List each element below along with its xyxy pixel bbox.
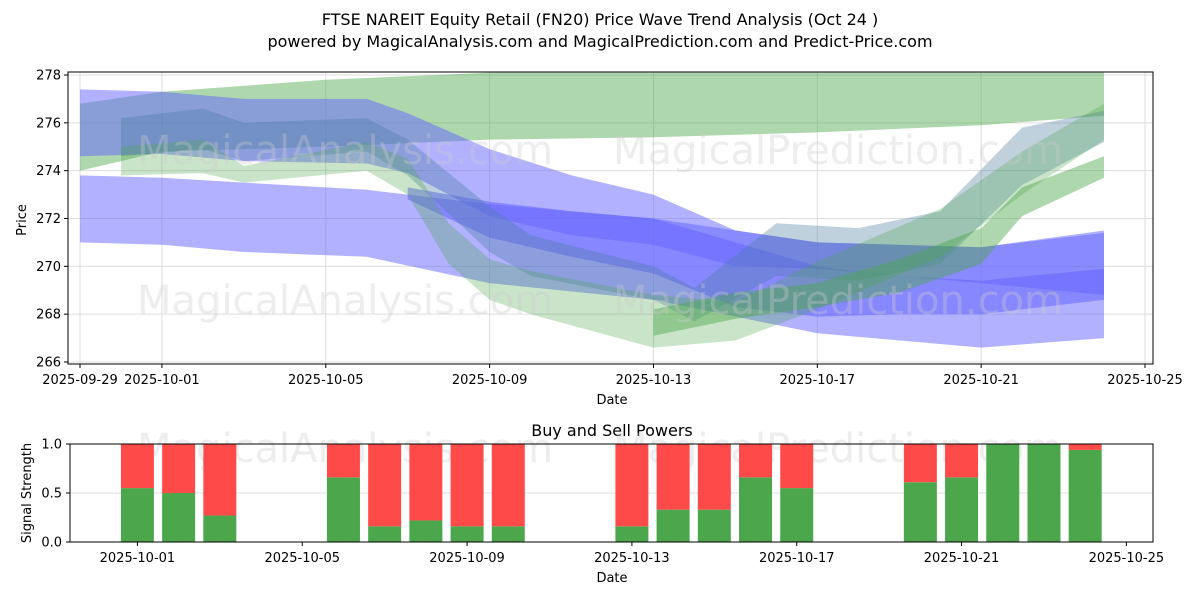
buy-bar [162,493,196,542]
main-x-tick-label: 2025-09-29 [42,373,118,388]
buy-bar [739,477,773,542]
bar-x-tick-label: 2025-10-17 [759,551,835,566]
chart-title: FTSE NAREIT Equity Retail (FN20) Price W… [321,10,879,29]
main-y-tick-label: 276 [36,116,61,131]
sell-bar [368,444,402,527]
bar-x-tick-label: 2025-10-05 [264,551,340,566]
sell-bar [326,444,360,478]
main-x-tick-label: 2025-10-13 [616,373,692,388]
buy-bar [409,520,443,542]
bar-x-tick-label: 2025-10-09 [429,551,505,566]
bar-y-tick-label: 0.5 [41,487,62,502]
sell-bar [162,444,196,493]
sell-bar [491,444,525,527]
buy-bar [945,477,979,542]
main-x-tick-label: 2025-10-05 [288,373,364,388]
main-bands [80,72,1104,348]
main-x-axis-label: Date [596,393,627,408]
bar-bars [120,444,1102,542]
sell-bar [409,444,443,521]
buy-bar [491,526,525,542]
sell-bar [903,444,937,483]
band-wave-1 [121,108,1104,322]
bar-y-ticks: 0.0 0.5 1.0 [41,438,70,551]
main-y-tick-label: 268 [36,308,61,323]
bar-y-tick-label: 0.0 [41,536,62,551]
buy-bar [1027,444,1061,542]
buy-bar [615,526,649,542]
bar-x-tick-label: 2025-10-13 [594,551,670,566]
bar-x-axis-label: Date [596,571,627,586]
main-watermarks: MagicalAnalysis.com MagicalPrediction.com… [137,128,1063,324]
watermark-text: MagicalPrediction.com [613,128,1063,174]
main-x-tick-label: 2025-10-01 [124,373,200,388]
main-y-ticks: 266 268 270 272 274 276 278 [36,69,68,371]
buy-bar [120,488,154,542]
buy-bar [903,482,937,542]
bar-y-axis-label: Signal Strength [20,443,35,543]
bar-x-tick-label: 2025-10-21 [924,551,1000,566]
buy-bar [203,515,237,542]
sell-bar [945,444,979,478]
sell-bar [120,444,154,489]
main-y-tick-label: 272 [36,212,61,227]
sell-bar [450,444,484,527]
band-blue-mid-band [407,187,1104,317]
buy-bar [368,526,402,542]
sell-bar [656,444,690,510]
buy-bar [326,477,360,542]
bar-y-tick-label: 1.0 [41,438,62,453]
main-x-tick-label: 2025-10-25 [1107,373,1183,388]
sell-bar [697,444,731,510]
main-y-axis-label: Price [15,204,30,236]
watermark-text: MagicalPrediction.com [613,278,1063,324]
watermark-text: MagicalAnalysis.com [137,278,553,324]
watermark-text: MagicalAnalysis.com [137,128,553,174]
sell-bar [615,444,649,527]
main-x-tick-label: 2025-10-21 [943,373,1019,388]
band-wave-2 [121,103,1104,348]
main-y-tick-label: 270 [36,260,61,275]
main-y-tick-label: 278 [36,69,61,84]
sell-bar [780,444,814,489]
buy-bar [450,526,484,542]
main-y-tick-label: 274 [36,164,61,179]
main-x-tick-label: 2025-10-09 [452,373,528,388]
main-x-tick-label: 2025-10-17 [780,373,856,388]
sell-bar [739,444,773,478]
main-y-tick-label: 266 [36,356,61,371]
band-wave-3 [653,156,1104,336]
main-x-ticks: 2025-09-29 2025-10-01 2025-10-05 2025-10-09… [42,364,1183,388]
chart-subtitle: powered by MagicalAnalysis.com and Magic… [267,32,933,51]
buy-bar [656,509,690,542]
buy-bar [780,488,814,542]
bar-x-tick-label: 2025-10-25 [1089,551,1165,566]
bar-x-ticks: 2025-10-01 2025-10-05 2025-10-09 2025-10-13… [100,542,1165,566]
buy-bar [697,509,731,542]
sell-bar [203,444,237,516]
bar-chart-title: Buy and Sell Powers [531,421,693,440]
bar-x-tick-label: 2025-10-01 [100,551,176,566]
buy-bar [1068,449,1102,542]
buy-bar [986,444,1020,542]
sell-bar [1068,444,1102,450]
